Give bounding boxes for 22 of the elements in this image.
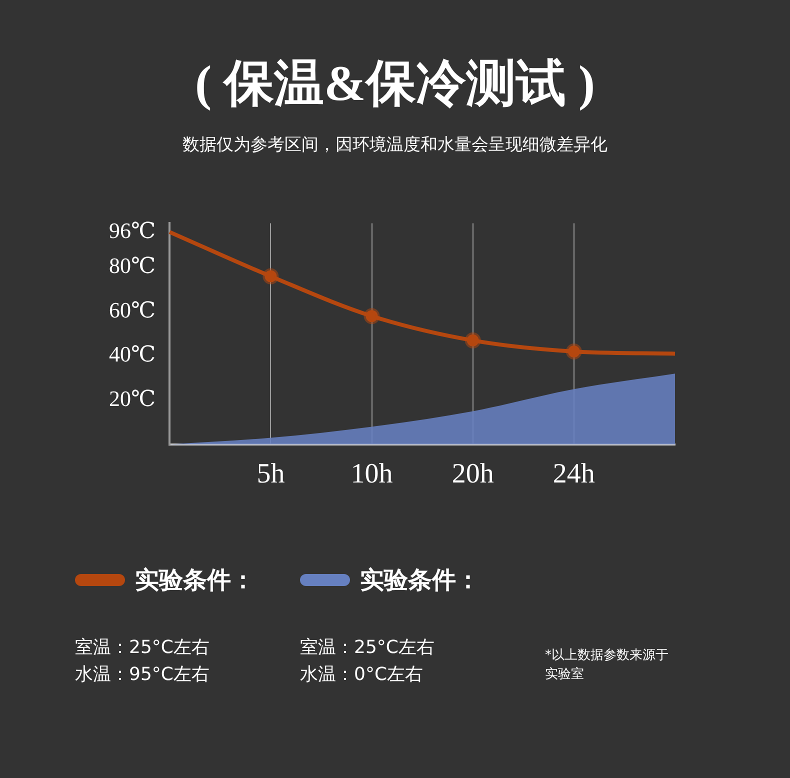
x-tick-label: 10h (350, 458, 393, 490)
point (566, 343, 582, 360)
legend-label: 实验条件： (135, 566, 255, 594)
legend-label: 实验条件： (360, 566, 480, 594)
y-tick-label: 20℃ (108, 386, 156, 411)
text: 室温：25°C左右 (300, 636, 436, 660)
x-tick-label: 5h (256, 458, 285, 490)
text: 水温：0°C左右 (300, 663, 424, 687)
text: 室温：25°C左右 (75, 636, 210, 660)
point (464, 332, 481, 348)
chart-title: ( 保温&保冷测试 ) (194, 54, 596, 113)
point (364, 308, 380, 324)
x-tick-label: 24h (552, 458, 595, 490)
text: *以上数据参数来源于实验室 (545, 647, 670, 684)
text: 水温：95°C左右 (75, 663, 210, 687)
y-tick-label: 80℃ (108, 253, 156, 278)
x-tick-label: 20h (452, 458, 494, 490)
chart-subtitle: 数据仅为参考区间，因环境温度和水量会呈现细微差异化 (182, 134, 608, 156)
y-tick-label: 60℃ (108, 297, 156, 322)
y-tick-label: 40℃ (108, 342, 156, 367)
point (262, 268, 279, 284)
y-tick-label: 96℃ (108, 218, 156, 243)
